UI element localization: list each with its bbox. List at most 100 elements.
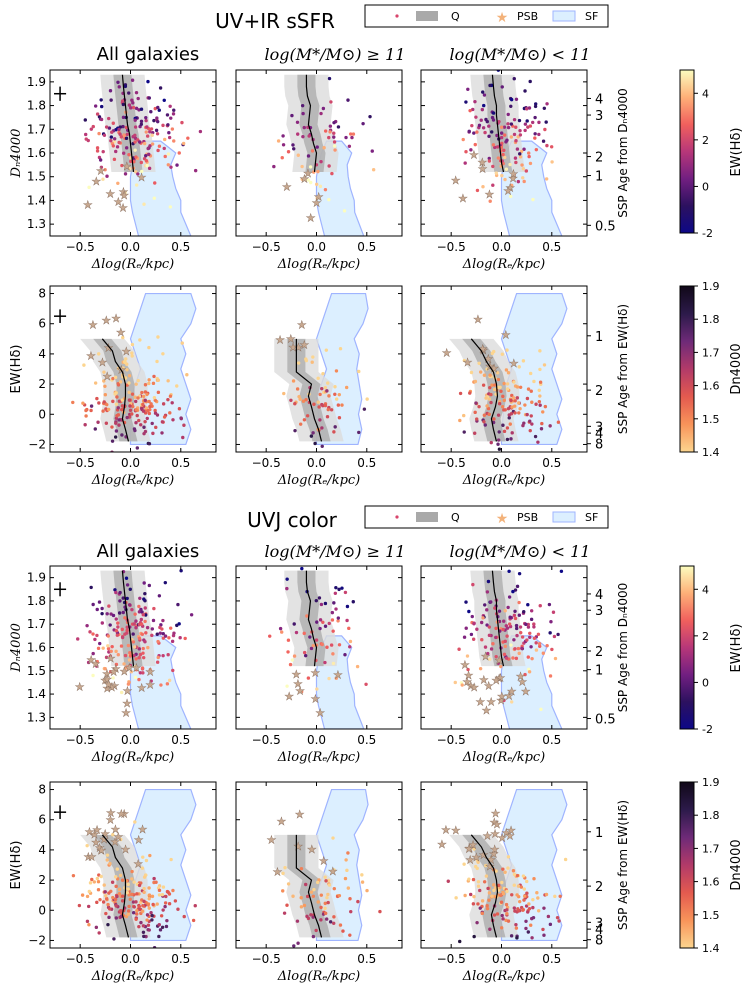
q-point [378, 909, 382, 914]
q-point [553, 894, 557, 899]
q-point [555, 915, 560, 920]
q-point [139, 423, 143, 427]
q-point [506, 125, 511, 130]
q-point [168, 104, 172, 109]
x-tick-label: −0.5 [66, 952, 95, 966]
q-point [268, 634, 272, 638]
q-point [147, 886, 151, 890]
q-point [501, 627, 505, 632]
q-point [147, 441, 152, 446]
q-point [105, 853, 110, 857]
panel-ewhd-s1-c2: ★★★★★★★★★★★ ★★★★★★★★★★★−0.5 0.0 0.5Δlog(Rₑ/… [420, 781, 630, 984]
q-point [110, 880, 115, 884]
q-point [96, 887, 101, 892]
q-point [97, 131, 101, 136]
q-point [167, 678, 172, 683]
q-point [141, 924, 146, 928]
q-point [125, 583, 130, 587]
q-point [177, 407, 182, 411]
q-point [318, 392, 322, 397]
q-point [525, 891, 529, 895]
q-point [155, 132, 160, 136]
q-point [130, 354, 134, 358]
q-point [546, 914, 551, 919]
q-point [485, 904, 489, 908]
q-point [314, 598, 319, 603]
q-point [116, 80, 120, 84]
q-point [491, 164, 495, 169]
q-point [509, 398, 513, 403]
psb-star: ★ [492, 818, 502, 831]
q-point [85, 919, 90, 924]
q-point [167, 135, 172, 140]
q-point [282, 391, 286, 396]
column-titles-uvir: All galaxies log(M*/M⊙) ≥ 11 log(M*/M⊙) … [97, 44, 591, 65]
q-point [505, 911, 509, 916]
q-point [289, 453, 292, 456]
legend-uvj: Q ★ PSB SF [364, 505, 609, 529]
q-point [558, 894, 562, 898]
q-point [345, 604, 350, 609]
q-point [124, 576, 129, 580]
q-point [133, 675, 138, 680]
q-point [510, 393, 514, 398]
q-point [351, 600, 355, 604]
q-point [503, 609, 507, 613]
q-point [325, 389, 329, 393]
colorbar-ewhd-label: EW(Hδ) [729, 624, 744, 673]
colorbar-tick-label: 1.9 [702, 280, 720, 293]
q-point [496, 442, 500, 446]
q-point [121, 102, 126, 107]
q-point [124, 136, 129, 141]
q-point [315, 196, 319, 200]
q-point [515, 584, 520, 589]
x-tick-label: −0.5 [252, 240, 281, 254]
q-point [125, 415, 129, 420]
q-point [465, 654, 470, 658]
q-point [323, 624, 328, 628]
q-point [543, 127, 547, 132]
q-point [472, 131, 476, 135]
q-point [323, 901, 327, 906]
psb-star: ★ [489, 848, 499, 861]
q-point [487, 412, 491, 417]
q-point [77, 903, 82, 908]
q-point [167, 636, 171, 640]
q-point [131, 105, 136, 110]
q-point [150, 918, 154, 922]
q-point [104, 911, 108, 916]
q-point [107, 915, 111, 920]
q-point [529, 389, 533, 393]
q-point [116, 181, 120, 186]
psb-star: ★ [303, 167, 313, 180]
col-title-all: All galaxies [97, 541, 200, 562]
q-point [476, 902, 480, 906]
q-point [502, 652, 507, 657]
q-point [494, 171, 499, 175]
q-point [506, 866, 510, 870]
q-point [331, 836, 335, 840]
q-point [530, 422, 534, 426]
q-point [505, 138, 509, 142]
x-tick-label: 0.5 [357, 733, 376, 747]
q-point [514, 139, 518, 143]
q-point [457, 647, 461, 651]
q-point [509, 122, 514, 126]
q-point [329, 643, 334, 647]
q-point [496, 413, 501, 417]
q-point [117, 140, 121, 145]
q-point [143, 606, 147, 610]
panel-ewhd-s0-c0: ★★★★★★★★★★−0.5 0.0 0.5Δlog(Rₑ/kpc)−202468E… [9, 285, 217, 488]
q-point [343, 653, 347, 657]
q-band [462, 338, 507, 442]
q-point [180, 341, 184, 345]
q-point [291, 894, 295, 898]
q-point [173, 899, 178, 903]
q-point [505, 889, 509, 894]
q-point [496, 377, 501, 382]
q-point [118, 873, 123, 878]
q-point [128, 651, 132, 655]
colorbar-tick-label: -2 [702, 227, 713, 240]
y-tick-label: 2 [38, 873, 46, 887]
